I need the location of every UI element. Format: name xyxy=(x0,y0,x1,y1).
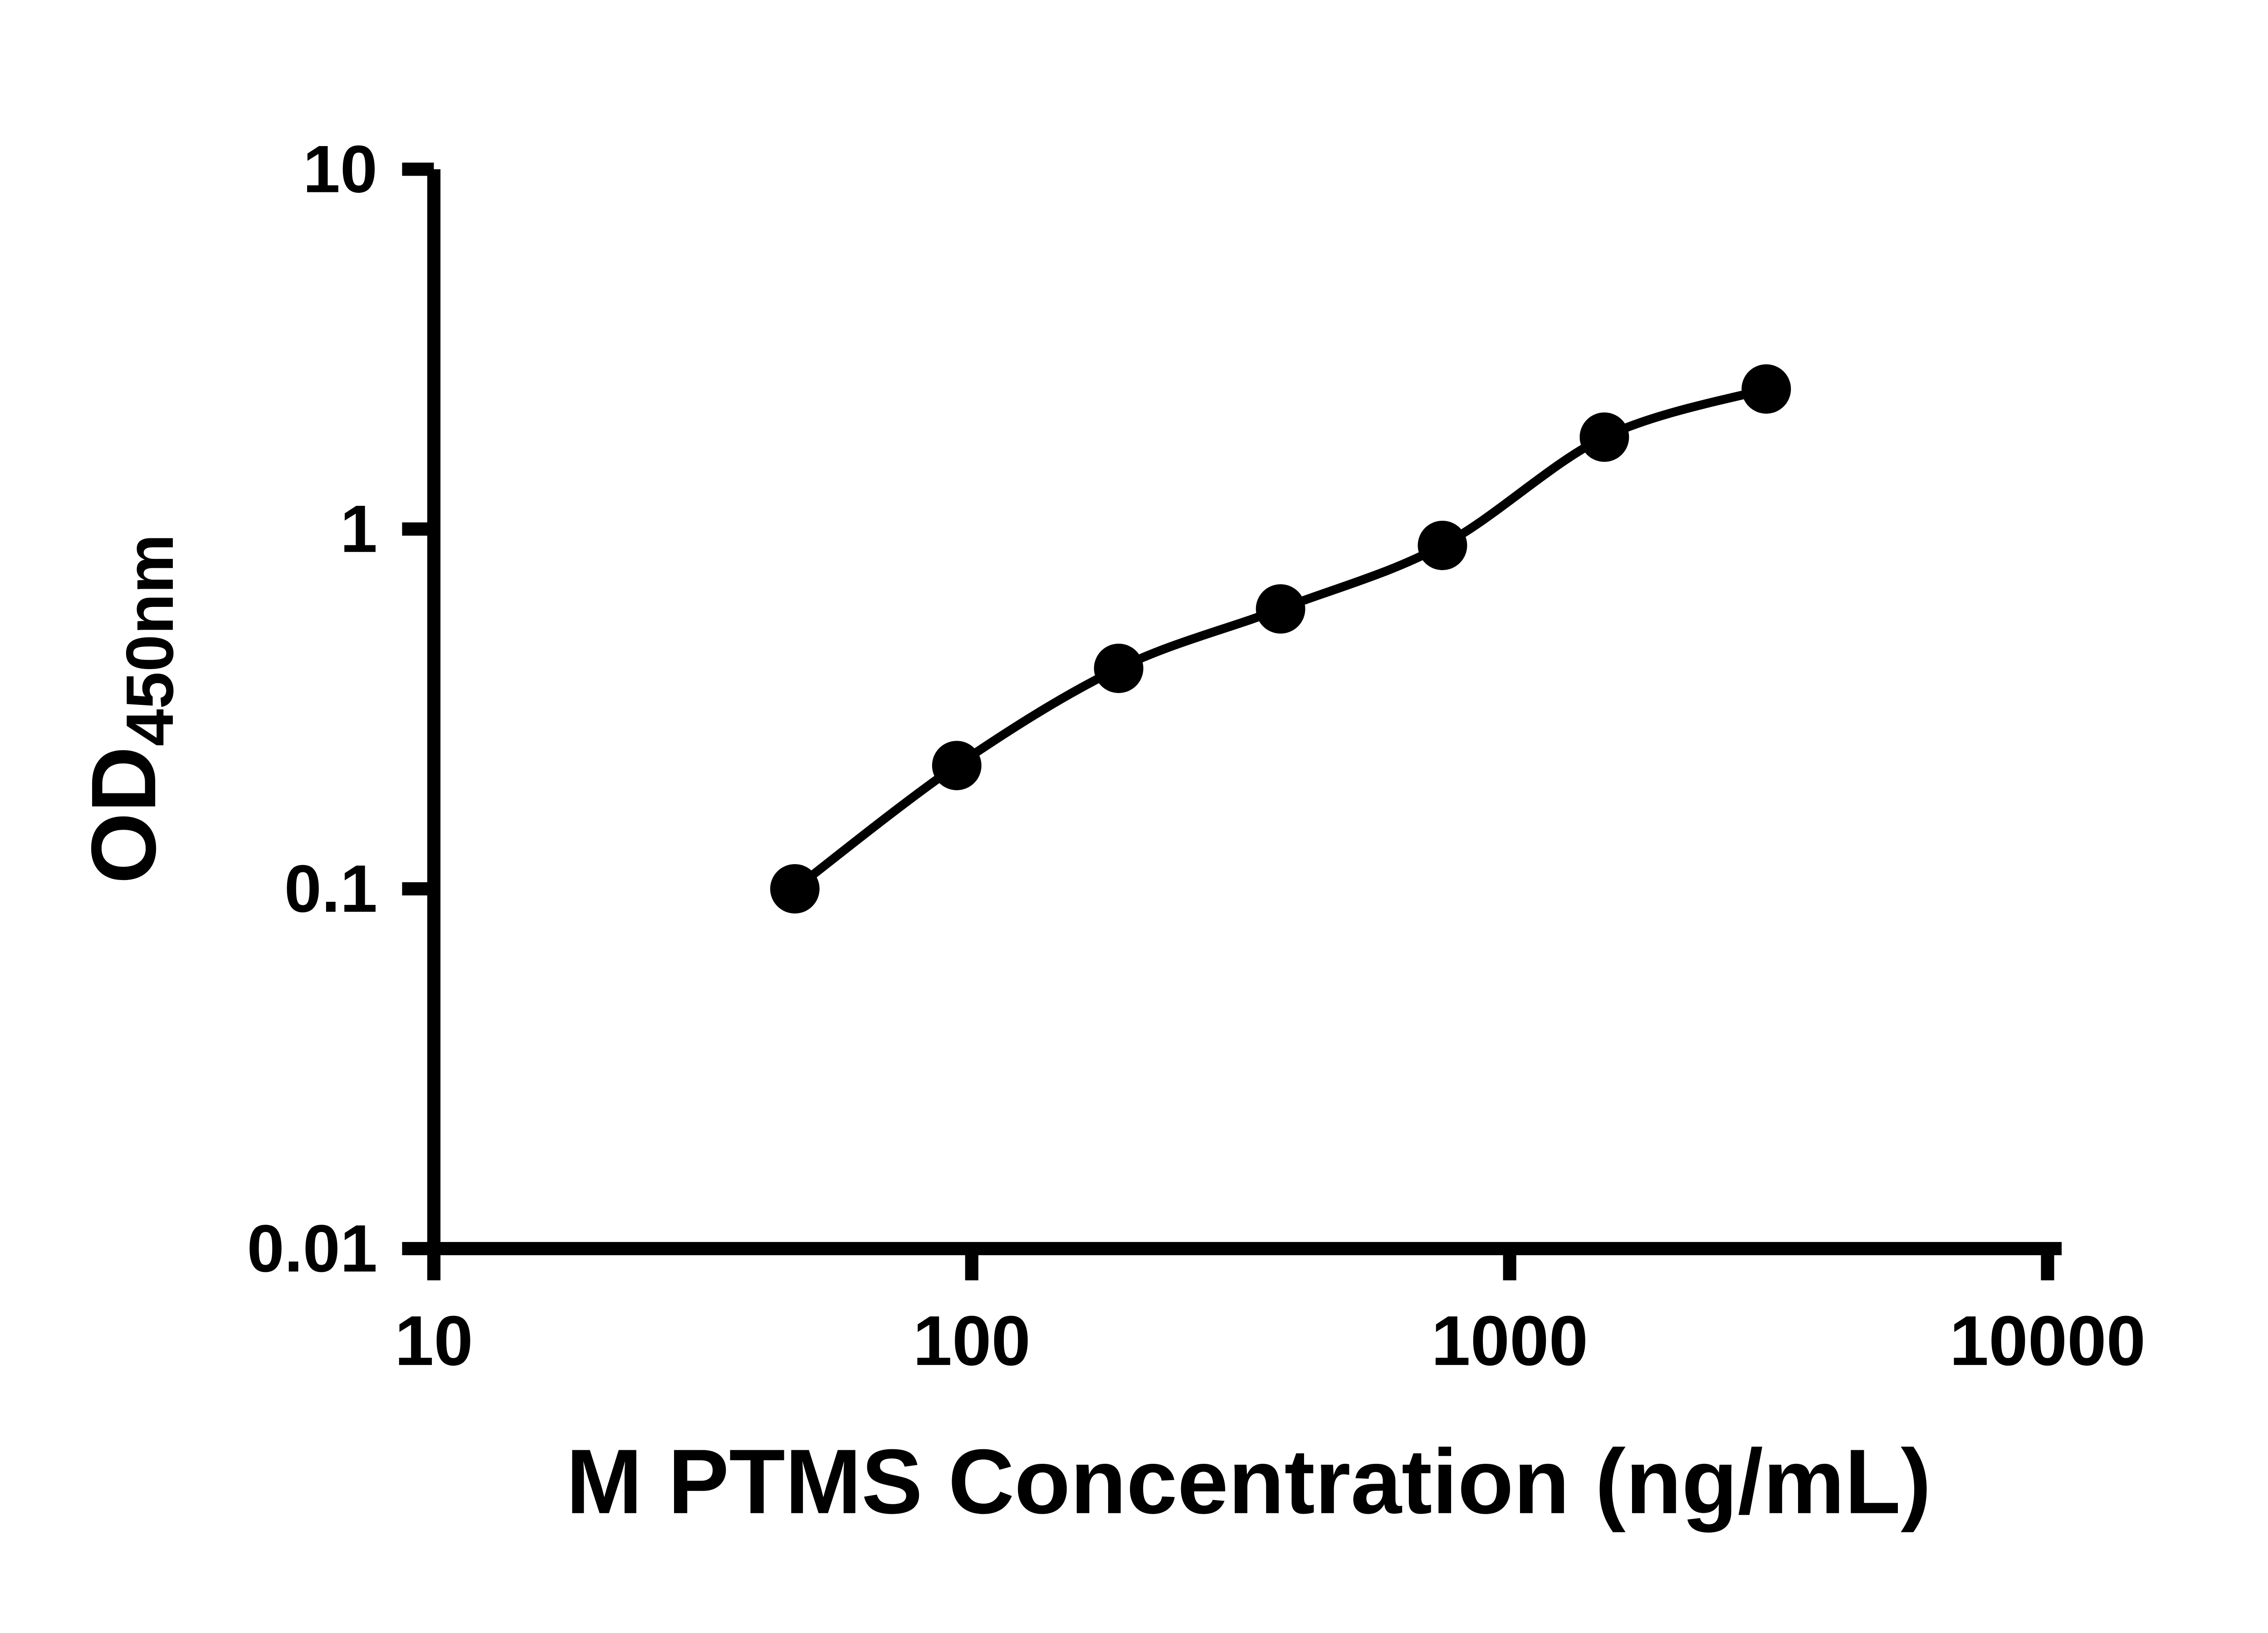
y-axis-tick-label: 0.1 xyxy=(284,851,377,926)
y-axis-title-main: OD xyxy=(72,746,175,884)
x-axis-title: M PTMS Concentration (ng/mL) xyxy=(566,1430,1931,1533)
y-axis-title-subscript: 450nm xyxy=(112,534,187,746)
data-point xyxy=(932,741,982,791)
axes xyxy=(427,169,2062,1256)
x-axis-tick-label: 10 xyxy=(395,1301,473,1380)
data-point xyxy=(1579,412,1629,462)
fit-curve xyxy=(792,385,1768,893)
y-axis-tick-label: 1 xyxy=(340,492,377,567)
data-point xyxy=(1094,643,1144,693)
x-axis-tick-label: 10000 xyxy=(1950,1301,2146,1380)
data-point xyxy=(1741,364,1791,414)
data-point xyxy=(1418,520,1467,570)
y-axis-tick-label: 10 xyxy=(303,132,377,207)
y-axis-title: OD450nm xyxy=(72,534,187,884)
x-axis-tick-label: 100 xyxy=(913,1301,1031,1380)
data-point xyxy=(770,864,820,914)
x-axis-tick-label: 1000 xyxy=(1431,1301,1588,1380)
y-axis-tick-label: 0.01 xyxy=(247,1211,377,1286)
data-point xyxy=(1256,584,1305,634)
